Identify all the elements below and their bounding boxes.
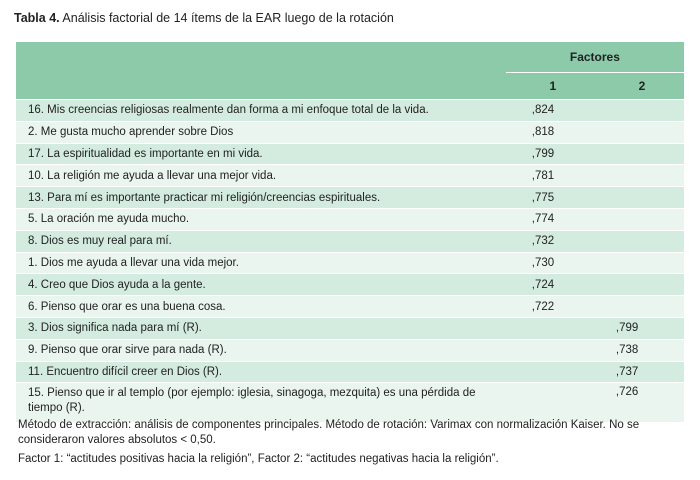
item-text: 17. La espiritualidad es importante en m…	[16, 142, 506, 165]
item-text: 15. Pienso que ir al templo (por ejemplo…	[16, 382, 506, 423]
factor1-loading: ,722	[505, 295, 600, 318]
table-row: 2. Me gusta mucho aprender sobre Dios ,81…	[16, 120, 684, 144]
factor1-loading	[505, 316, 600, 340]
item-text: 6. Pienso que orar es una buena cosa.	[16, 295, 506, 318]
factor2-loading	[599, 186, 684, 209]
factor1-loading: ,730	[505, 251, 600, 274]
table-row: 1. Dios me ayuda a llevar una vida mejor…	[16, 251, 684, 274]
factor2-loading	[599, 120, 684, 144]
factor1-loading: ,818	[505, 120, 600, 144]
factors-note: Factor 1: “actitudes positivas hacia la …	[18, 453, 499, 465]
factor2-loading	[599, 251, 684, 274]
table-row: 16. Mis creencias religiosas realmente d…	[16, 99, 684, 122]
caption-label: Tabla 4.	[14, 11, 60, 25]
table-row: 8. Dios es muy real para mí. ,732	[16, 229, 684, 253]
factor2-loading: ,799	[599, 316, 684, 340]
table-row: 3. Dios significa nada para mí (R). ,799	[16, 316, 684, 340]
factor-table: Factores 1 2 16. Mis creencias religiosa…	[16, 42, 684, 423]
factor1-loading: ,774	[505, 207, 600, 231]
header-item-spacer	[16, 72, 506, 100]
table-row: 10. La religión me ayuda a llevar una me…	[16, 164, 684, 187]
factor1-loading	[505, 382, 600, 423]
item-text: 2. Me gusta mucho aprender sobre Dios	[16, 120, 506, 144]
factor2-loading	[599, 142, 684, 165]
factor1-loading	[505, 360, 600, 383]
factor1-loading	[505, 338, 600, 362]
header-factor-1: 1	[505, 72, 600, 100]
table-caption: Tabla 4. Análisis factorial de 14 ítems …	[14, 11, 394, 25]
factor1-loading: ,775	[505, 186, 600, 209]
factor1-loading: ,781	[505, 164, 600, 187]
factor1-loading: ,732	[505, 229, 600, 253]
factor1-loading: ,824	[505, 99, 600, 122]
caption-text: Análisis factorial de 14 ítems de la EAR…	[59, 11, 394, 25]
header-factor-2: 2	[599, 72, 684, 100]
table-row: 9. Pienso que orar sirve para nada (R).,…	[16, 338, 684, 362]
factor1-loading: ,799	[505, 142, 600, 165]
table-row: 11. Encuentro difícil creer en Dios (R).…	[16, 360, 684, 383]
item-text: 11. Encuentro difícil creer en Dios (R).	[16, 360, 506, 383]
item-text: 1. Dios me ayuda a llevar una vida mejor…	[16, 251, 506, 274]
factor2-loading: ,726	[599, 382, 684, 423]
factor2-loading	[599, 229, 684, 253]
factor1-loading: ,724	[505, 273, 600, 296]
factor2-loading	[599, 273, 684, 296]
table-row: 17. La espiritualidad es importante en m…	[16, 142, 684, 165]
table-row: 4. Creo que Dios ayuda a la gente. ,724	[16, 273, 684, 296]
factor2-loading	[599, 207, 684, 231]
table-notes: Método de extracción: análisis de compon…	[18, 418, 686, 471]
table-row: 5. La oración me ayuda mucho. ,774	[16, 207, 684, 231]
method-note: Método de extracción: análisis de compon…	[18, 419, 640, 446]
factor2-loading: ,737	[599, 360, 684, 383]
table-row: 13. Para mí es importante practicar mi r…	[16, 186, 684, 209]
item-text: 3. Dios significa nada para mí (R).	[16, 316, 506, 340]
header-item-column	[16, 42, 506, 73]
factor2-loading	[599, 99, 684, 122]
item-text: 13. Para mí es importante practicar mi r…	[16, 186, 506, 209]
header-factores: Factores	[505, 42, 684, 73]
item-text: 8. Dios es muy real para mí.	[16, 229, 506, 253]
item-text: 4. Creo que Dios ayuda a la gente.	[16, 273, 506, 296]
factor2-loading	[599, 164, 684, 187]
table-row: 6. Pienso que orar es una buena cosa. ,72…	[16, 295, 684, 318]
table-row: 15. Pienso que ir al templo (por ejemplo…	[16, 382, 684, 423]
item-text: 5. La oración me ayuda mucho.	[16, 207, 506, 231]
factor2-loading	[599, 295, 684, 318]
item-text: 16. Mis creencias religiosas realmente d…	[16, 99, 506, 122]
factor2-loading: ,738	[599, 338, 684, 362]
item-text: 10. La religión me ayuda a llevar una me…	[16, 164, 506, 187]
item-text: 9. Pienso que orar sirve para nada (R).	[16, 338, 506, 362]
